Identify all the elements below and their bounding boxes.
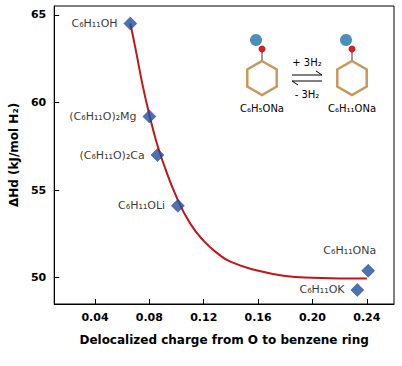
svg-text:C₆H₁₁ONa: C₆H₁₁ONa bbox=[328, 103, 376, 114]
svg-text:0.16: 0.16 bbox=[245, 311, 272, 324]
svg-text:ΔHd (kJ/mol H₂): ΔHd (kJ/mol H₂) bbox=[7, 103, 21, 207]
svg-text:0.20: 0.20 bbox=[299, 311, 326, 324]
svg-text:C₆H₁₁ONa: C₆H₁₁ONa bbox=[323, 244, 376, 257]
svg-text:0.24: 0.24 bbox=[353, 311, 380, 324]
svg-text:65: 65 bbox=[31, 8, 46, 21]
svg-text:0.12: 0.12 bbox=[190, 311, 217, 324]
svg-text:55: 55 bbox=[31, 184, 46, 197]
svg-text:0.08: 0.08 bbox=[136, 311, 163, 324]
svg-text:60: 60 bbox=[31, 96, 47, 109]
svg-text:- 3H₂: - 3H₂ bbox=[295, 89, 320, 100]
svg-text:(C₆H₁₁O)₂Ca: (C₆H₁₁O)₂Ca bbox=[79, 149, 144, 162]
svg-text:C₆H₁₁OLi: C₆H₁₁OLi bbox=[118, 199, 165, 212]
svg-text:(C₆H₁₁O)₂Mg: (C₆H₁₁O)₂Mg bbox=[69, 110, 136, 123]
svg-text:50: 50 bbox=[31, 271, 47, 284]
svg-text:+ 3H₂: + 3H₂ bbox=[292, 57, 321, 68]
svg-text:C₆H₅ONa: C₆H₅ONa bbox=[240, 103, 284, 114]
svg-text:C₆H₁₁OK: C₆H₁₁OK bbox=[299, 283, 345, 296]
svg-text:C₆H₁₁OH: C₆H₁₁OH bbox=[71, 17, 117, 30]
svg-text:Delocalized charge from O to b: Delocalized charge from O to benzene rin… bbox=[79, 333, 368, 347]
svg-text:0.04: 0.04 bbox=[81, 311, 108, 324]
